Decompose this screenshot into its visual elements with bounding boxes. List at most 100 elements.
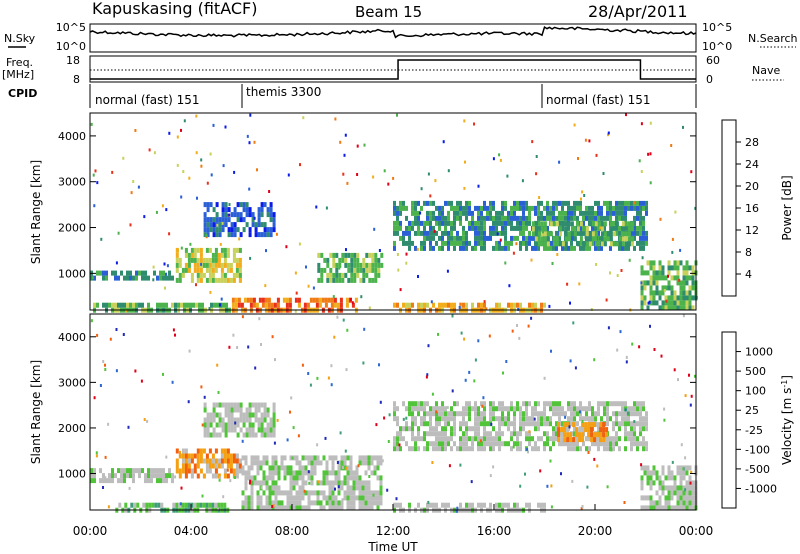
data-cell	[263, 417, 267, 423]
data-cell	[132, 302, 135, 308]
data-cell	[405, 230, 408, 236]
data-cell	[317, 277, 321, 283]
data-cell	[263, 402, 267, 408]
data-cell	[616, 348, 619, 352]
data-cell	[612, 446, 615, 452]
data-cell	[486, 210, 489, 216]
data-cell	[667, 260, 671, 266]
data-cell	[618, 225, 621, 231]
data-cell	[241, 455, 245, 461]
data-cell	[474, 205, 477, 211]
data-cell	[111, 468, 114, 474]
data-cell	[513, 416, 516, 422]
data-cell	[268, 505, 272, 511]
data-cell	[214, 267, 218, 273]
data-cell	[507, 210, 510, 216]
data-cell	[513, 426, 516, 432]
data-cell	[598, 247, 601, 251]
data-cell	[178, 473, 182, 479]
data-cell	[661, 505, 665, 511]
data-cell	[248, 432, 252, 438]
data-cell	[102, 478, 105, 484]
data-cell	[609, 436, 612, 442]
data-cell	[338, 257, 342, 263]
data-cell	[196, 453, 200, 459]
data-cell	[438, 406, 441, 412]
data-cell	[471, 426, 474, 432]
data-cell	[331, 505, 335, 511]
data-cell	[288, 297, 292, 303]
data-cell	[408, 502, 411, 508]
data-cell	[573, 416, 576, 422]
data-cell	[356, 144, 359, 148]
data-cell	[417, 200, 420, 206]
data-cell	[280, 505, 284, 511]
data-cell	[244, 460, 248, 466]
data-cell	[242, 417, 246, 423]
data-cell	[396, 205, 399, 211]
data-cell	[607, 131, 610, 135]
data-cell	[603, 215, 606, 221]
data-cell	[298, 500, 302, 506]
data-cell	[408, 401, 411, 407]
data-cell	[239, 402, 243, 408]
data-cell	[667, 274, 669, 278]
data-cell	[525, 401, 528, 407]
data-cell	[661, 305, 665, 311]
data-cell	[444, 426, 447, 432]
data-cell	[621, 406, 624, 412]
data-cell	[477, 441, 480, 447]
data-cell	[420, 406, 423, 412]
data-cell	[641, 256, 644, 260]
data-cell	[292, 470, 296, 476]
data-cell	[447, 502, 450, 508]
data-cell	[328, 495, 332, 501]
data-cell	[341, 466, 344, 469]
data-cell	[450, 200, 453, 206]
data-cell	[268, 490, 272, 496]
data-cell	[254, 222, 258, 228]
data-cell	[259, 500, 263, 506]
data-cell	[673, 295, 677, 301]
data-cell	[238, 247, 242, 253]
data-cell	[301, 490, 305, 496]
colorbar-tick: 8	[745, 246, 752, 259]
data-cell	[338, 277, 342, 283]
data-cell	[396, 441, 399, 447]
data-cell	[576, 205, 579, 211]
data-cell	[525, 215, 528, 221]
data-cell	[241, 439, 244, 443]
data-cell	[615, 436, 618, 442]
data-cell	[685, 290, 689, 296]
data-cell	[564, 215, 567, 221]
data-cell	[265, 249, 267, 253]
data-cell	[126, 302, 129, 308]
data-cell	[90, 478, 93, 484]
data-cell	[334, 495, 338, 501]
data-cell	[195, 151, 198, 155]
data-cell	[256, 480, 260, 486]
data-cell	[380, 252, 384, 258]
data-cell	[361, 455, 365, 461]
data-cell	[250, 455, 254, 461]
data-cell	[576, 200, 579, 206]
colorbar-tick: -25	[745, 424, 763, 437]
data-cell	[531, 302, 534, 308]
data-cell	[594, 245, 597, 251]
data-cell	[102, 275, 105, 281]
data-cell	[220, 448, 224, 454]
data-cell	[239, 417, 243, 423]
data-cell	[426, 302, 429, 308]
data-cell	[546, 236, 550, 242]
data-cell	[217, 463, 221, 469]
data-cell	[241, 465, 245, 471]
data-cell	[132, 473, 135, 479]
data-cell	[483, 215, 486, 221]
data-cell	[441, 411, 444, 417]
data-cell	[244, 485, 248, 491]
data-cell	[408, 411, 411, 417]
data-cell	[203, 402, 207, 408]
data-cell	[426, 411, 429, 417]
data-cell	[325, 480, 329, 486]
data-cell	[227, 227, 231, 233]
